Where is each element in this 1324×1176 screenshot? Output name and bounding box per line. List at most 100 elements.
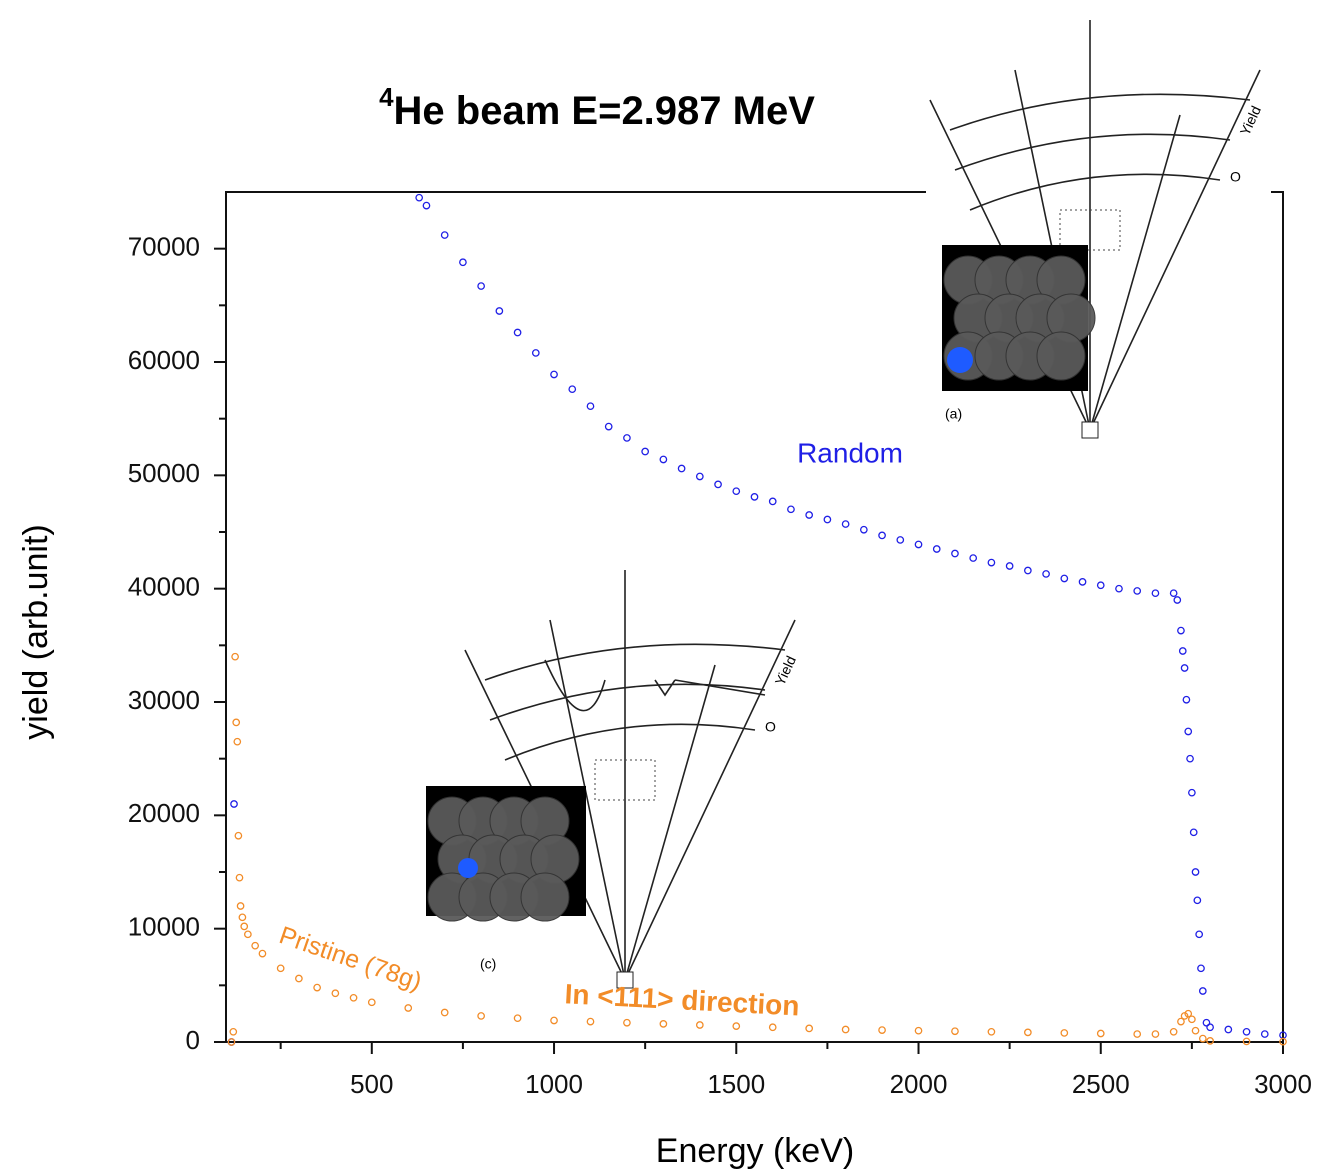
data-point	[1195, 930, 1204, 939]
inset-axis	[624, 619, 796, 981]
y-tick-label: 50000	[128, 458, 200, 488]
inset-detector	[616, 971, 634, 989]
data-point	[1133, 1030, 1142, 1038]
inset-axis	[1089, 69, 1261, 431]
annotation: In <111> direction	[564, 978, 800, 1021]
data-point	[987, 558, 996, 567]
inset-surface	[949, 93, 1251, 131]
data-point	[1178, 647, 1187, 655]
y-tick-label: 70000	[128, 232, 200, 262]
data-point	[695, 472, 704, 481]
data-point	[768, 1023, 777, 1032]
data-point	[349, 993, 358, 1002]
data-point	[231, 652, 239, 661]
plot-frame	[225, 191, 1284, 1043]
data-point	[1177, 1017, 1185, 1026]
data-point	[477, 1012, 485, 1020]
data-point	[1191, 868, 1200, 876]
data-point	[568, 385, 577, 394]
data-point	[841, 520, 850, 528]
data-point	[1078, 578, 1087, 586]
data-point	[477, 282, 485, 290]
y-tick-label: 30000	[128, 685, 200, 715]
data-point	[623, 1018, 631, 1027]
data-point	[787, 505, 795, 514]
data-point	[513, 328, 522, 337]
data-point	[233, 737, 242, 746]
data-point	[1182, 695, 1191, 704]
data-point	[1060, 574, 1069, 583]
data-point	[235, 873, 244, 882]
y-tick-label: 0	[186, 1025, 200, 1055]
y-tick-label: 10000	[128, 912, 200, 942]
data-point	[1115, 584, 1123, 593]
data-point	[227, 1038, 236, 1046]
atom	[1036, 331, 1086, 381]
data-point	[1188, 788, 1196, 797]
data-point	[932, 545, 941, 553]
data-point	[495, 307, 504, 315]
data-point	[1096, 1029, 1105, 1038]
data-point	[951, 1027, 959, 1036]
data-point	[914, 540, 923, 549]
data-point	[1198, 1034, 1207, 1043]
data-point	[951, 549, 959, 558]
inset-surface	[504, 723, 756, 761]
data-point	[422, 201, 431, 210]
y-tick-label: 20000	[128, 798, 200, 828]
data-point	[768, 497, 777, 506]
data-point	[841, 1025, 850, 1034]
data-point	[1224, 1025, 1233, 1034]
data-point	[251, 941, 260, 950]
data-point	[1096, 581, 1105, 590]
data-point	[295, 974, 303, 983]
data-point	[331, 989, 340, 998]
data-point	[1184, 1009, 1193, 1018]
data-point	[1151, 1030, 1160, 1038]
data-point	[1184, 727, 1193, 736]
data-point	[1198, 987, 1207, 995]
data-point	[1191, 1026, 1200, 1035]
data-point	[732, 487, 741, 496]
x-tick-label: 2500	[1072, 1069, 1130, 1099]
data-point	[404, 1004, 413, 1012]
data-point	[659, 455, 668, 464]
data-point	[240, 922, 249, 931]
data-point	[878, 1026, 886, 1034]
data-point	[1180, 664, 1189, 672]
data-point	[276, 964, 285, 973]
data-point	[1060, 1029, 1069, 1037]
impurity-atom	[947, 347, 973, 373]
data-point	[1169, 589, 1178, 598]
data-point	[586, 1017, 595, 1026]
data-point	[459, 258, 467, 267]
data-point	[1260, 1030, 1269, 1038]
data-point	[878, 531, 886, 540]
x-tick-label: 3000	[1254, 1069, 1312, 1099]
data-point	[1173, 596, 1182, 604]
inset-figure: (c) Yield O	[426, 570, 799, 989]
data-point	[714, 480, 722, 489]
data-point	[1189, 828, 1198, 837]
inset-detector	[1081, 421, 1099, 439]
chart-title: 4He beam E=2.987 MeV	[379, 82, 815, 133]
data-point	[1133, 587, 1142, 595]
data-point	[1279, 1037, 1287, 1046]
data-point	[415, 193, 424, 202]
data-point	[367, 998, 376, 1007]
data-point	[750, 493, 759, 501]
inset-surface	[954, 133, 1231, 171]
data-point	[1193, 896, 1202, 905]
data-point	[1005, 562, 1014, 570]
x-tick-label: 2000	[890, 1069, 948, 1099]
data-point	[1186, 754, 1194, 763]
data-point	[914, 1026, 923, 1035]
data-point	[313, 983, 321, 992]
data-point	[1188, 1015, 1196, 1024]
y-tick-label: 60000	[128, 345, 200, 375]
x-tick-label: 1000	[525, 1069, 583, 1099]
x-tick-label: 1500	[707, 1069, 765, 1099]
data-point	[1024, 566, 1032, 575]
data-point	[896, 536, 905, 544]
plot-border	[225, 191, 1284, 1043]
